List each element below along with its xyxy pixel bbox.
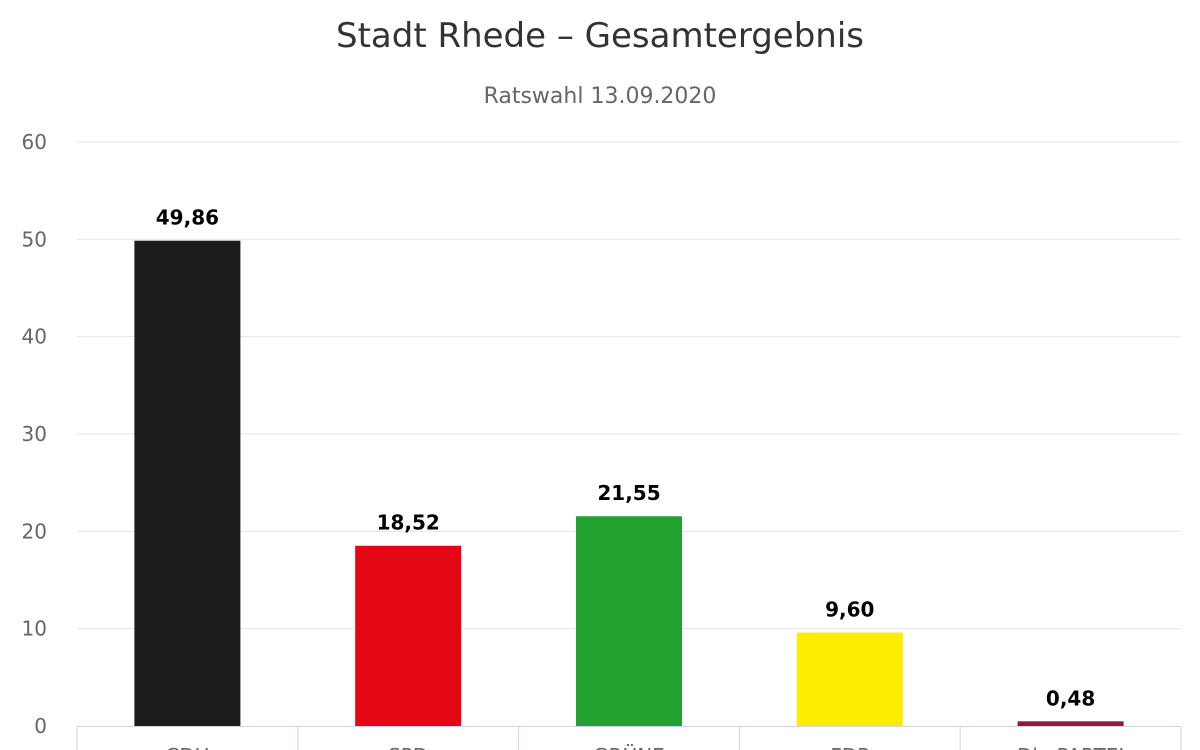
bars bbox=[134, 240, 1124, 727]
data-label: 18,52 bbox=[377, 511, 440, 535]
y-tick-label: 20 bbox=[22, 519, 47, 543]
bar-gr-ne[interactable] bbox=[576, 516, 682, 726]
x-tick-label: FDP bbox=[830, 744, 869, 750]
y-axis: 0 10 20 30 40 50 60 bbox=[22, 130, 47, 738]
bar-fdp[interactable] bbox=[796, 632, 903, 726]
bar-cdu[interactable] bbox=[134, 240, 241, 727]
gridlines bbox=[77, 141, 1181, 630]
y-tick-label: 10 bbox=[22, 617, 47, 641]
y-tick-label: 50 bbox=[22, 227, 47, 251]
data-label: 9,60 bbox=[825, 598, 874, 622]
x-axis: CDU SPD GRÜNE FDP Die PARTEI bbox=[76, 726, 1182, 750]
chart-title: Stadt Rhede – Gesamtergebnis bbox=[336, 16, 864, 56]
y-tick-label: 30 bbox=[22, 422, 47, 446]
bar-die-partei[interactable] bbox=[1017, 721, 1124, 726]
y-tick-label: 60 bbox=[22, 130, 47, 154]
y-tick-label: 0 bbox=[34, 714, 47, 738]
data-label: 0,48 bbox=[1046, 686, 1095, 710]
bar-spd[interactable] bbox=[355, 545, 462, 726]
data-labels: 49,86 18,52 21,55 9,60 0,48 bbox=[156, 206, 1096, 711]
data-label: 49,86 bbox=[156, 206, 219, 230]
x-tick-label: CDU bbox=[165, 744, 209, 750]
x-tick-label: SPD bbox=[388, 744, 428, 750]
y-tick-label: 40 bbox=[22, 325, 47, 349]
chart-subtitle: Ratswahl 13.09.2020 bbox=[484, 84, 717, 109]
x-tick-label: Die PARTEI bbox=[1017, 744, 1124, 750]
data-label: 21,55 bbox=[597, 481, 660, 505]
x-tick-label: GRÜNE bbox=[593, 744, 665, 750]
